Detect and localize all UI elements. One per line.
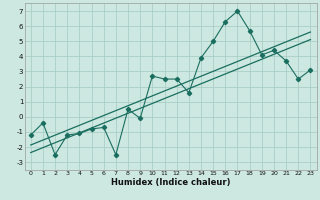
X-axis label: Humidex (Indice chaleur): Humidex (Indice chaleur) (111, 178, 230, 187)
